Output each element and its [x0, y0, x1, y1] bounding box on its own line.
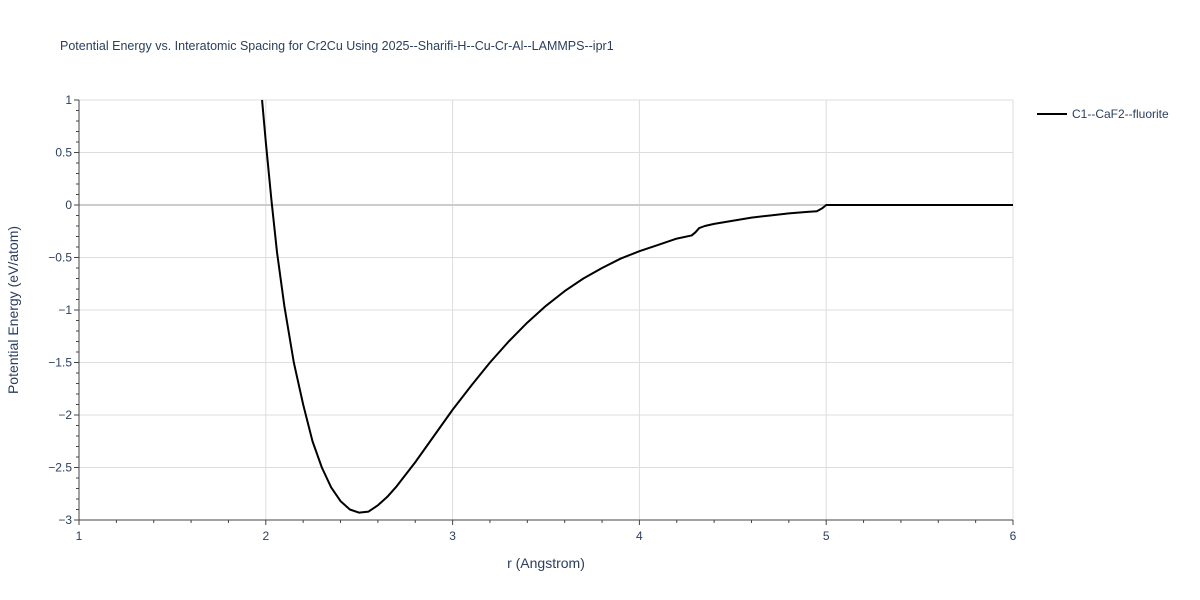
x-axis-title: r (Angstrom) — [507, 555, 585, 571]
series-group — [261, 99, 1013, 514]
x-axis-ticks: 1 2 3 4 5 6 — [76, 520, 1017, 543]
x-tick-label: 6 — [1010, 529, 1017, 543]
x-tick-label: 2 — [262, 529, 269, 543]
y-tick-label: −0.5 — [48, 251, 72, 265]
legend[interactable]: C1--CaF2--fluorite — [1037, 107, 1169, 121]
y-tick-label: −1 — [58, 303, 72, 317]
x-tick-label: 5 — [823, 529, 830, 543]
legend-label: C1--CaF2--fluorite — [1072, 107, 1169, 121]
y-tick-label: −3 — [58, 513, 72, 527]
y-tick-label: 0.5 — [55, 146, 72, 160]
series-line — [261, 99, 1013, 514]
y-tick-label: −2 — [58, 408, 72, 422]
x-tick-label: 3 — [449, 529, 456, 543]
grid — [79, 99, 1014, 520]
y-tick-label: −1.5 — [48, 356, 72, 370]
x-tick-label: 4 — [636, 529, 643, 543]
y-tick-label: 1 — [65, 93, 72, 107]
y-tick-label: −2.5 — [48, 461, 72, 475]
y-axis-ticks: 1 0.5 0 −0.5 −1 −1.5 −2 −2.5 −3 — [48, 93, 79, 527]
chart-title: Potential Energy vs. Interatomic Spacing… — [60, 39, 614, 53]
y-axis-title: Potential Energy (eV/atom) — [5, 226, 21, 394]
x-tick-label: 1 — [76, 529, 83, 543]
y-tick-label: 0 — [65, 198, 72, 212]
